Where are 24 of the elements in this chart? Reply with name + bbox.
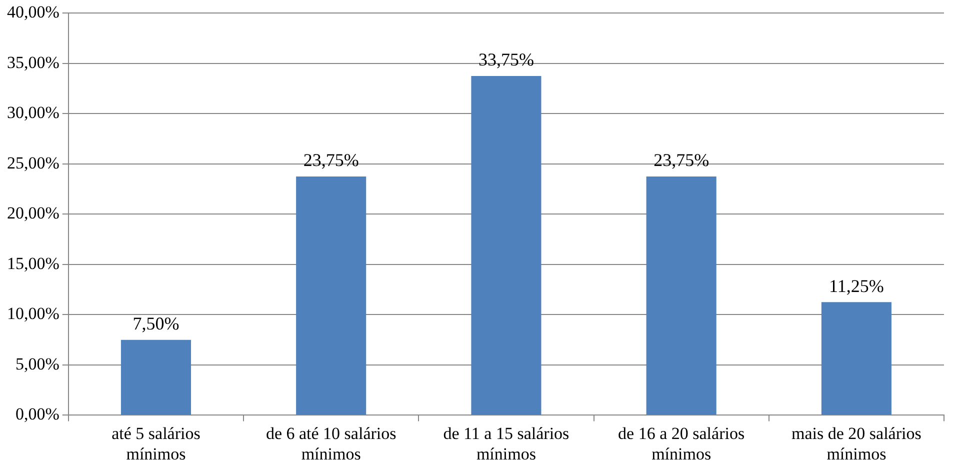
y-tick-label: 30,00% — [6, 103, 60, 122]
x-tick-label: de 11 a 15 salários mínimos — [443, 424, 570, 464]
data-label: 11,25% — [829, 276, 884, 296]
bar — [120, 340, 191, 415]
y-tick-label: 5,00% — [15, 354, 60, 374]
y-tick-label: 25,00% — [6, 153, 60, 172]
y-tick-label: 10,00% — [6, 304, 60, 324]
y-tick-label: 20,00% — [6, 204, 60, 223]
x-tick-label: de 16 a 20 salários mínimos — [618, 424, 745, 464]
data-label: 33,75% — [478, 50, 534, 70]
data-label: 23,75% — [303, 150, 359, 170]
bar — [471, 76, 542, 415]
y-tick-label: 15,00% — [6, 254, 60, 273]
y-tick-label: 0,00% — [15, 404, 60, 424]
bar — [821, 302, 892, 415]
bar — [296, 176, 366, 415]
x-tick-label: mais de 20 salários mínimos — [792, 424, 922, 464]
y-tick-label: 40,00% — [6, 2, 60, 22]
data-label: 7,50% — [132, 314, 180, 334]
bar — [646, 176, 716, 415]
data-label: 23,75% — [654, 150, 710, 170]
x-tick-label: até 5 salários mínimos — [112, 424, 200, 464]
y-tick-label: 35,00% — [6, 52, 60, 72]
x-tick-label: de 6 até 10 salários mínimos — [266, 424, 396, 464]
